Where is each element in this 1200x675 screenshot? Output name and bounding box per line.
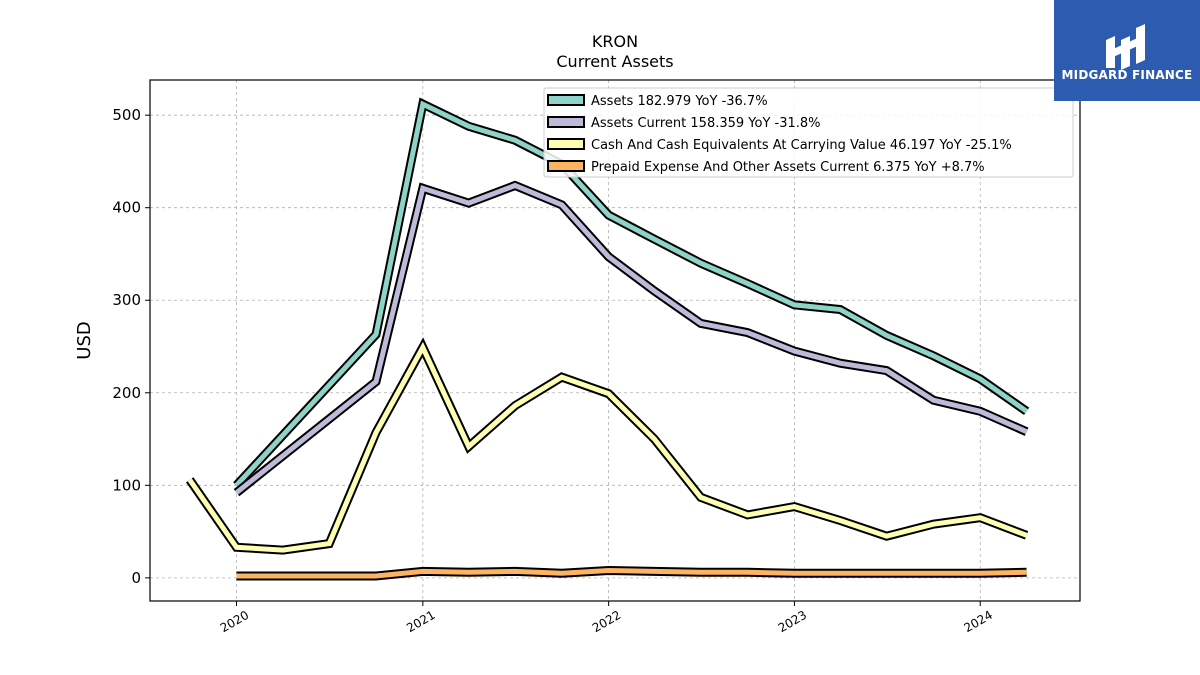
chart-title: KRON [591, 32, 639, 51]
x-tick-label: 2020 [218, 608, 251, 635]
series-line [234, 182, 1028, 495]
series-line [187, 341, 1028, 553]
legend-swatch [547, 160, 585, 172]
logo-icon [1106, 24, 1145, 70]
y-axis-label: USD [74, 321, 95, 359]
y-tick-label: 200 [112, 384, 141, 402]
x-tick-label: 2021 [404, 608, 437, 635]
brand-logo: MIDGARD FINANCE [1054, 0, 1200, 101]
legend-swatch [547, 138, 585, 150]
series-line [234, 100, 1029, 487]
y-tick-label: 0 [131, 569, 141, 587]
legend-label: Cash And Cash Equivalents At Carrying Va… [591, 138, 1012, 153]
chart-subtitle: Current Assets [556, 52, 674, 71]
legend-label: Assets Current 158.359 YoY -31.8% [591, 116, 821, 131]
series-line [236, 567, 1027, 579]
y-tick-label: 500 [112, 106, 141, 124]
x-tick-label: 2024 [962, 608, 995, 635]
y-tick-label: 400 [112, 199, 141, 217]
legend-label: Assets 182.979 YoY -36.7% [591, 94, 768, 109]
y-tick-label: 100 [112, 476, 141, 494]
x-tick-label: 2023 [776, 608, 809, 635]
legend-swatch [547, 116, 585, 128]
legend-label: Prepaid Expense And Other Assets Current… [591, 160, 985, 175]
legend-box [543, 87, 1074, 178]
plot-frame [149, 79, 1081, 602]
logo-text: MIDGARD FINANCE [1061, 68, 1193, 82]
x-tick-label: 2022 [590, 608, 623, 635]
y-tick-label: 300 [112, 291, 141, 309]
legend: Assets 182.979 YoY -36.7% Assets Current … [543, 87, 1074, 178]
legend-swatch [547, 94, 585, 106]
